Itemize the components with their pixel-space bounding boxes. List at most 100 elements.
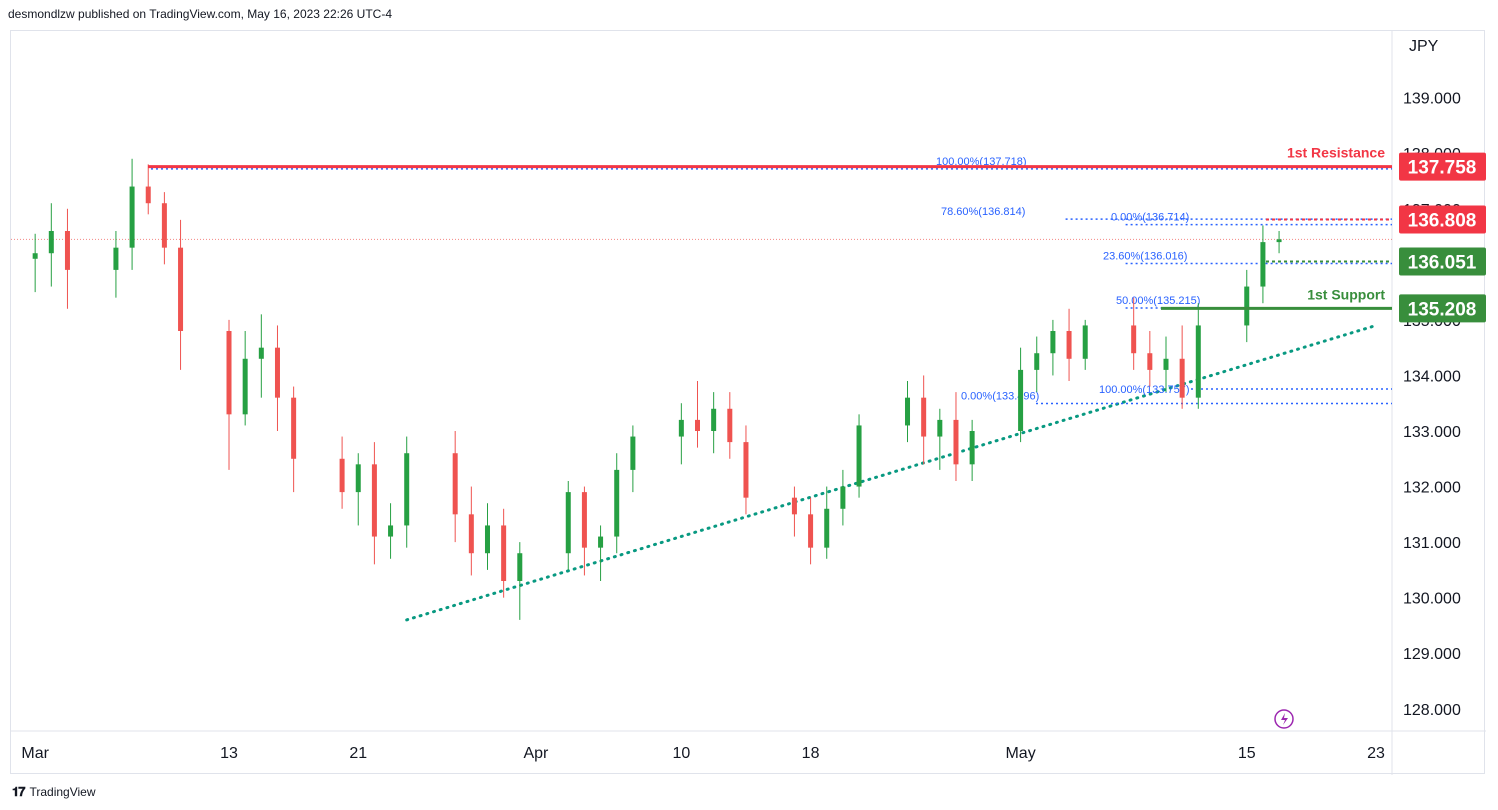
price-tag-value: 137.758: [1408, 158, 1477, 179]
x-tick-label: 13: [220, 745, 238, 762]
candle-body: [274, 347, 280, 398]
candle-body: [1260, 242, 1266, 287]
candle-body: [291, 397, 297, 459]
resistance-label: 1st Resistance: [1287, 145, 1385, 161]
lightning-bolt: [1281, 713, 1288, 725]
candle-body: [1244, 286, 1250, 326]
candle-body: [113, 247, 119, 270]
ascending-trendline: [405, 323, 1378, 622]
candle-body: [339, 458, 345, 493]
price-tag: [1399, 205, 1486, 234]
price-chart[interactable]: JPY139.000138.000137.000136.000135.00013…: [11, 31, 1486, 775]
support-label: 1st Support: [1307, 286, 1385, 302]
candle-body: [404, 453, 410, 526]
candle-body: [695, 419, 700, 431]
y-tick-label: 139.000: [1403, 91, 1461, 108]
candle-body: [178, 247, 184, 331]
y-tick-label: 134.000: [1403, 368, 1461, 385]
y-tick-label: 132.000: [1403, 480, 1461, 497]
candle-body: [1082, 325, 1088, 359]
candle-body: [32, 253, 38, 259]
price-tag-value: 135.208: [1408, 299, 1477, 320]
candle-body: [501, 525, 507, 581]
price-tag: [1399, 247, 1486, 276]
candle-body: [258, 347, 264, 359]
y-tick-label: 131.000: [1403, 535, 1461, 552]
candle-body: [242, 358, 248, 415]
fib-level-label: 100.00%(133.757): [1099, 384, 1190, 396]
candle-body: [598, 536, 604, 548]
fib-level-label: 0.00%(133.496): [961, 390, 1039, 402]
candle-body: [468, 514, 474, 554]
candle-body: [905, 397, 911, 426]
candle-body: [937, 419, 943, 437]
fib-level-label: 23.60%(136.016): [1103, 250, 1187, 262]
candle-body: [630, 436, 636, 470]
candle-body: [1066, 331, 1072, 359]
x-tick-label: Mar: [21, 745, 49, 762]
price-tag-value: 136.051: [1408, 253, 1477, 274]
candle-body: [64, 231, 70, 270]
price-tag: [1399, 152, 1486, 181]
candle-body: [1276, 239, 1282, 243]
y-tick-label: 133.000: [1403, 424, 1461, 441]
x-tick-label: Apr: [523, 745, 549, 762]
x-tick-label: 15: [1238, 745, 1256, 762]
candle-body: [711, 408, 717, 431]
publish-info: desmondlzw published on TradingView.com,…: [8, 7, 392, 21]
candle-body: [1195, 325, 1201, 398]
footer: 𝟏𝟕 TradingView: [12, 784, 96, 800]
fib-level-label: 100.00%(137.718): [936, 156, 1027, 168]
tradingview-logo-icon[interactable]: 𝟏𝟕: [12, 784, 26, 799]
x-tick-label: 23: [1367, 745, 1385, 762]
candle-body: [824, 508, 830, 548]
candle-body: [678, 419, 684, 437]
candle-body: [856, 425, 862, 487]
currency-label: JPY: [1409, 38, 1439, 55]
candle-body: [1131, 325, 1137, 354]
candle-body: [388, 525, 394, 537]
candle-body: [452, 453, 458, 515]
candle-body: [161, 203, 167, 248]
x-tick-label: May: [1005, 745, 1035, 762]
candle-body: [840, 486, 846, 509]
candle-body: [614, 469, 620, 537]
x-tick-label: 18: [802, 745, 820, 762]
candle-body: [226, 331, 232, 415]
y-tick-label: 128.000: [1403, 702, 1461, 719]
candle-body: [1018, 369, 1024, 431]
candle-body: [1179, 358, 1185, 398]
candle-body: [484, 525, 490, 554]
fib-level-label: 78.60%(136.814): [941, 206, 1025, 218]
footer-brand[interactable]: TradingView: [29, 785, 96, 799]
candle-body: [371, 464, 377, 537]
candle-body: [1147, 353, 1153, 370]
candle-body: [727, 408, 733, 443]
price-tag-value: 136.808: [1408, 210, 1477, 231]
candle-body: [953, 419, 959, 465]
y-tick-label: 130.000: [1403, 591, 1461, 608]
candle-body: [969, 431, 975, 465]
x-tick-label: 21: [349, 745, 367, 762]
candle-body: [1163, 358, 1169, 370]
candle-body: [129, 186, 135, 248]
candle-body: [1050, 331, 1056, 354]
candle-body: [565, 492, 571, 554]
candle-body: [581, 492, 587, 548]
candle-body: [1034, 353, 1040, 370]
x-tick-label: 10: [672, 745, 690, 762]
candle-body: [921, 397, 927, 437]
candle-body: [791, 497, 797, 515]
lightning-icon: [1274, 709, 1294, 729]
candle-body: [355, 464, 361, 493]
candle-body: [145, 186, 151, 204]
candle-body: [48, 231, 54, 254]
fib-level-label: 0.00%(136.714): [1111, 212, 1189, 224]
candle-body: [743, 442, 749, 498]
y-tick-label: 129.000: [1403, 646, 1461, 663]
candle-body: [517, 553, 523, 581]
fib-level-label: 50.00%(135.215): [1116, 295, 1200, 307]
candle-body: [808, 514, 814, 548]
price-tag: [1399, 294, 1486, 323]
chart-panel[interactable]: JPY139.000138.000137.000136.000135.00013…: [10, 30, 1486, 775]
